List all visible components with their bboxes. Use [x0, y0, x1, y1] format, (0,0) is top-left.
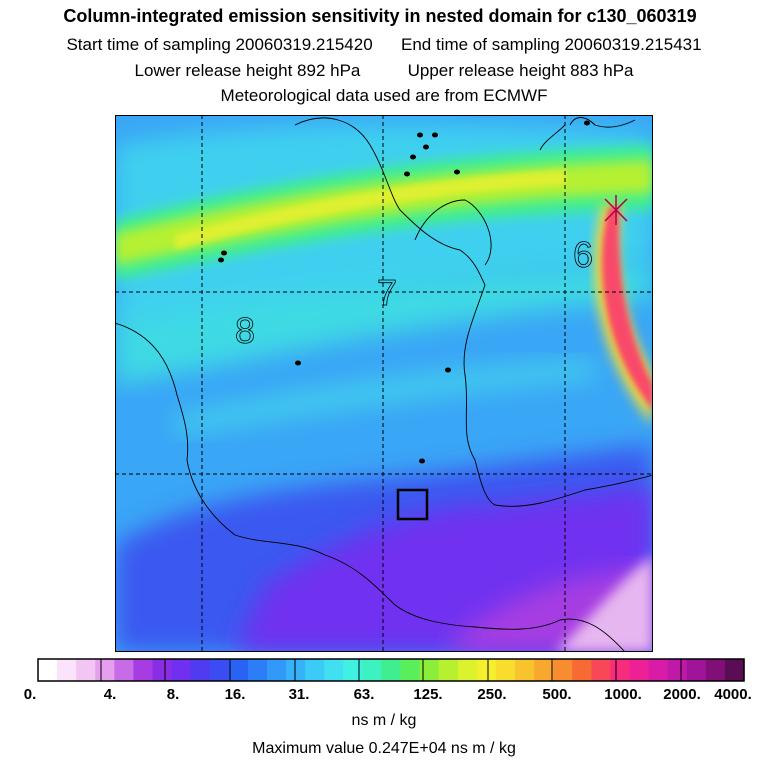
colorbar-cell — [591, 659, 612, 681]
colorbar-cell — [114, 659, 135, 681]
colorbar-cell — [266, 659, 287, 681]
mid-cyan-band — [115, 265, 653, 385]
southeast-light-region — [555, 555, 653, 652]
upper-release-label: Upper release height 883 hPa — [407, 61, 634, 80]
colorbar-tick-label: 2000. — [663, 686, 701, 703]
met-data-label: Meteorological data used are from ECMWF — [220, 86, 548, 105]
colorbar-cell — [305, 659, 325, 681]
colorbar-cell — [133, 659, 154, 681]
start-time-label: Start time of sampling 20060319.215420 — [66, 35, 373, 54]
sampling-time-row: Start time of sampling 20060319.215420 E… — [0, 35, 768, 55]
colorbar-cell — [286, 659, 306, 681]
right-plume-core — [601, 207, 653, 410]
max-value-label: Maximum value 0.247E+04 ns m / kg — [252, 740, 516, 757]
colorbar-tick-label: 500. — [542, 686, 572, 703]
colorbar-cell — [381, 659, 402, 681]
peak-marker — [604, 195, 628, 225]
city-markers — [218, 120, 590, 464]
colorbar-cell — [438, 659, 459, 681]
colorbar-tick-label: 63. — [353, 686, 375, 703]
end-time-label: End time of sampling 20060319.215431 — [401, 35, 702, 54]
contour-label-6: 6 — [573, 234, 593, 275]
colorbar-cell — [76, 659, 96, 681]
colorbar-cell — [362, 659, 383, 681]
colorbar-cell — [343, 659, 363, 681]
colorbar-tick-label: 8. — [166, 686, 180, 703]
colorbar-cell — [515, 659, 535, 681]
colorbar-cell — [247, 659, 268, 681]
colorbar-cell — [534, 659, 554, 681]
colorbar-cell — [95, 659, 115, 681]
colorbar-cell — [209, 659, 230, 681]
colorbar-cell — [324, 659, 344, 681]
chart-title: Column-integrated emission sensitivity i… — [63, 6, 697, 26]
emission-sensitivity-map: 8 7 6 — [115, 115, 653, 652]
colorbar-cell — [171, 659, 192, 681]
colorbar-cell — [457, 659, 478, 681]
colorbar-cell — [667, 659, 688, 681]
colorbar-tick-label: 250. — [477, 686, 507, 703]
colorbar-tick-label: 1000. — [604, 686, 642, 703]
release-height-row: Lower release height 892 hPa Upper relea… — [0, 61, 768, 81]
colorbar-cell — [190, 659, 211, 681]
colorbar-cell — [57, 659, 77, 681]
units-label: ns m / kg — [351, 712, 417, 729]
colorbar-cell — [705, 659, 726, 681]
lower-cyan-band — [175, 360, 595, 435]
colorbar-ticks — [37, 659, 745, 681]
colorbar-cell — [572, 659, 592, 681]
colorbar-tick-label: 4000. — [714, 686, 752, 703]
colorbar-cell — [400, 659, 421, 681]
colorbar-tick-label: 125. — [413, 686, 443, 703]
colorbar-cell — [476, 659, 497, 681]
yellow-plume-core — [175, 170, 565, 250]
colorbar — [37, 658, 745, 682]
colorbar-cell — [724, 659, 745, 681]
colorbar-cell — [152, 659, 173, 681]
colorbar-cell — [228, 659, 249, 681]
colorbar-cell — [38, 659, 58, 681]
contour-label-7: 7 — [377, 272, 397, 313]
colorbar-cell — [419, 659, 440, 681]
colorbar-cell — [648, 659, 669, 681]
colorbar-cell — [553, 659, 573, 681]
colorbar-tick-label: 16. — [224, 686, 246, 703]
colorbar-tick-label: 4. — [103, 686, 117, 703]
coastlines — [115, 117, 653, 652]
colorbar-cell — [610, 659, 631, 681]
map-frame — [115, 115, 653, 652]
contour-label-8: 8 — [235, 310, 255, 351]
colorbar-cell — [686, 659, 707, 681]
colorbar-cell — [495, 659, 516, 681]
colorbar-cells — [38, 659, 745, 681]
colorbar-tick-label: 31. — [288, 686, 310, 703]
lower-release-label: Lower release height 892 hPa — [134, 61, 361, 80]
release-box — [396, 488, 429, 521]
lat-lon-grid — [115, 115, 653, 652]
colorbar-tick-label: 0. — [23, 686, 37, 703]
colorbar-cell — [629, 659, 650, 681]
